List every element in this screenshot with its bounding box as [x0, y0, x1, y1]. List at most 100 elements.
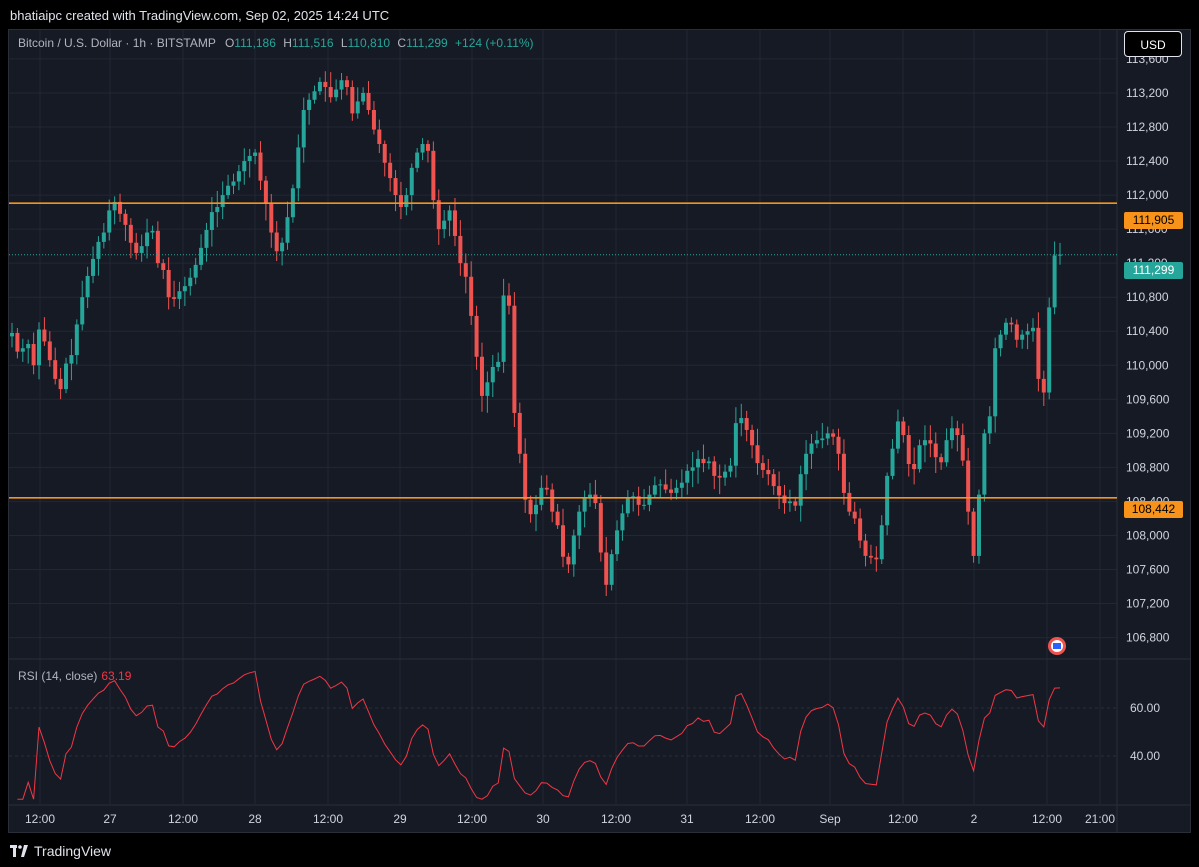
candle-body [388, 162, 393, 179]
candle-body [582, 498, 587, 512]
tradingview-logo[interactable]: TradingView [10, 843, 111, 859]
candle-body [831, 433, 836, 437]
candle-body [674, 487, 679, 493]
candle-body [80, 297, 85, 325]
candle-body [469, 276, 474, 316]
candle-body [474, 315, 479, 357]
candle-body [274, 232, 279, 252]
candle-body [782, 495, 787, 504]
price-tick-label: 110,000 [1126, 358, 1169, 372]
time-tick-label: 12:00 [601, 812, 631, 826]
candle-body [415, 152, 420, 168]
rsi-label: RSI (14, close) [18, 669, 98, 683]
candle-body [1047, 307, 1052, 393]
candle-body [280, 242, 285, 252]
candle-body [879, 525, 884, 560]
candle-body [976, 494, 981, 556]
rsi-value: 63.19 [101, 669, 132, 683]
candle-body [939, 457, 944, 463]
candle-body [555, 511, 560, 526]
candle-body [317, 81, 322, 92]
candle-body [366, 92, 371, 110]
rsi-legend: RSI (14, close) 63.19 [18, 669, 131, 683]
price-tick-label: 108,000 [1126, 528, 1170, 542]
candle-body [739, 418, 744, 424]
candle-body [566, 556, 571, 565]
candle-body [10, 332, 14, 337]
candle-body [814, 440, 819, 444]
candle-body [107, 210, 112, 233]
currency-button[interactable]: USD [1124, 31, 1182, 57]
candle-body [425, 144, 430, 151]
candle-body [161, 263, 166, 270]
candle-body [696, 458, 701, 468]
candle-body [534, 504, 538, 515]
candle-body [949, 428, 954, 441]
candle-body [512, 305, 517, 413]
candle-body [420, 144, 425, 153]
candle-body [204, 229, 209, 248]
candle-body [625, 498, 630, 514]
candle-body [328, 87, 333, 98]
candle-body [804, 453, 809, 475]
candle-body [334, 89, 339, 98]
price-tick-label: 112,000 [1126, 188, 1169, 202]
last-price-badge: 111,299 [1124, 262, 1183, 279]
candle-body [620, 513, 625, 531]
low-label: L [340, 36, 348, 50]
candle-body [987, 416, 992, 434]
candle-body [42, 329, 47, 342]
candle-body [64, 363, 69, 390]
candle-body [841, 453, 846, 493]
candle-body [263, 180, 268, 204]
price-tick-label: 110,400 [1126, 324, 1169, 338]
candle-body [226, 185, 231, 196]
time-tick-label: 31 [680, 812, 694, 826]
time-tick-label: 12:00 [457, 812, 487, 826]
candle-body [231, 181, 236, 186]
chart-credit: bhatiaipc created with TradingView.com, … [10, 8, 390, 23]
candle-body [91, 258, 96, 276]
symbol-legend: Bitcoin / U.S. Dollar · 1h · BITSTAMP O1… [18, 36, 534, 50]
candle-body [269, 203, 274, 233]
candle-body [517, 412, 522, 454]
candle-body [766, 469, 771, 475]
price-tick-label: 108,800 [1126, 460, 1170, 474]
candle-body [355, 101, 360, 114]
candle-body [858, 518, 863, 541]
candle-body [182, 286, 187, 292]
candle-body [172, 297, 177, 299]
candle-body [258, 152, 263, 181]
candle-body [199, 247, 204, 265]
candle-body [685, 470, 690, 483]
candle-body [798, 474, 803, 506]
candle-body [20, 348, 25, 352]
candle-body [928, 440, 933, 444]
candle-body [118, 201, 123, 214]
candle-body [479, 356, 484, 396]
close-value: 111,299 [406, 36, 448, 50]
candle-body [58, 378, 63, 390]
candle-body [1014, 324, 1019, 340]
candle-body [890, 448, 895, 476]
candle-body [723, 471, 728, 478]
candle-body [371, 109, 376, 130]
candle-body [615, 530, 620, 555]
candle-body [863, 540, 868, 556]
candle-body [220, 195, 225, 207]
candle-body [485, 382, 490, 396]
candle-body [874, 557, 879, 560]
candle-body [901, 421, 906, 436]
candle-body [539, 487, 544, 505]
candle-body [1020, 334, 1025, 340]
candle-body [177, 291, 182, 299]
candle-body [895, 421, 900, 449]
candle-body [679, 482, 684, 488]
candle-body [787, 501, 792, 504]
time-tick-label: 12:00 [1032, 812, 1062, 826]
bottom-bar: TradingView [0, 835, 1199, 867]
change-value: +124 (+0.11%) [455, 36, 534, 50]
price-tick-label: 110,800 [1126, 290, 1169, 304]
price-tick-label: 113,200 [1126, 86, 1169, 100]
